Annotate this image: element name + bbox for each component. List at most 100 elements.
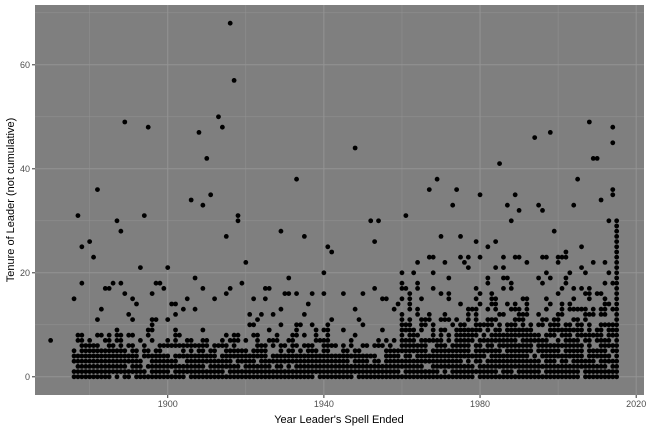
- data-point: [313, 369, 319, 374]
- data-point: [106, 358, 112, 364]
- data-point: [559, 374, 565, 380]
- data-point: [579, 348, 584, 354]
- data-point: [504, 374, 510, 380]
- data-point: [294, 343, 299, 348]
- data-point: [344, 353, 350, 359]
- data-point: [219, 374, 225, 380]
- data-point: [442, 312, 448, 317]
- data-point: [188, 364, 194, 369]
- data-point: [204, 338, 210, 343]
- data-point: [544, 270, 549, 276]
- data-point: [376, 369, 381, 374]
- data-point: [489, 296, 495, 302]
- data-point: [614, 239, 620, 245]
- data-point: [102, 374, 108, 380]
- data-point: [149, 291, 155, 296]
- data-point: [305, 301, 311, 307]
- data-point: [567, 369, 573, 374]
- data-point: [446, 358, 452, 364]
- data-point: [145, 348, 151, 354]
- data-point: [91, 374, 96, 380]
- data-point: [458, 254, 463, 260]
- data-point: [481, 338, 487, 343]
- data-point: [165, 374, 171, 380]
- data-point: [575, 332, 581, 338]
- data-point: [536, 322, 541, 328]
- data-point: [356, 317, 362, 322]
- data-point: [87, 374, 93, 380]
- data-point: [282, 353, 288, 359]
- data-point: [266, 338, 272, 343]
- data-point: [450, 374, 456, 380]
- data-point: [551, 317, 557, 322]
- data-point: [524, 306, 530, 312]
- data-point: [313, 338, 319, 343]
- data-point: [247, 358, 253, 364]
- data-point: [309, 374, 315, 380]
- data-point: [134, 369, 139, 374]
- data-point: [223, 374, 229, 380]
- data-point: [559, 306, 565, 312]
- data-point: [442, 353, 448, 359]
- data-point: [110, 369, 116, 374]
- data-point: [547, 275, 553, 281]
- data-point: [200, 364, 206, 369]
- data-point: [407, 374, 413, 380]
- data-point: [462, 338, 467, 343]
- data-point: [501, 332, 506, 338]
- data-point: [387, 348, 393, 354]
- data-point: [325, 244, 331, 250]
- data-point: [317, 369, 323, 374]
- data-point: [473, 369, 479, 374]
- data-point: [231, 348, 237, 354]
- data-point: [188, 358, 194, 364]
- data-point: [454, 364, 460, 369]
- data-point: [266, 374, 272, 380]
- data-point: [145, 374, 151, 380]
- data-point: [219, 124, 225, 130]
- data-point: [477, 353, 483, 359]
- data-point: [251, 364, 257, 369]
- data-point: [446, 374, 452, 380]
- data-point: [259, 364, 264, 369]
- data-point: [204, 358, 210, 364]
- data-point: [106, 364, 112, 369]
- data-point: [508, 358, 514, 364]
- data-point: [356, 369, 362, 374]
- data-point: [462, 353, 467, 359]
- data-point: [602, 348, 608, 354]
- data-point: [485, 327, 491, 333]
- data-point: [504, 358, 510, 364]
- data-point: [501, 343, 506, 348]
- data-point: [71, 358, 77, 364]
- data-point: [516, 208, 522, 213]
- data-point: [79, 353, 85, 359]
- data-point: [95, 374, 100, 380]
- data-point: [153, 348, 159, 354]
- data-point: [602, 306, 608, 312]
- data-point: [458, 353, 463, 359]
- data-point: [262, 296, 268, 302]
- data-point: [383, 338, 389, 343]
- data-point: [321, 353, 327, 359]
- data-point: [259, 369, 264, 374]
- data-point: [547, 369, 553, 374]
- data-point: [489, 291, 495, 296]
- data-point: [469, 327, 475, 333]
- data-point: [352, 353, 358, 359]
- data-point: [575, 358, 581, 364]
- data-point: [173, 369, 178, 374]
- data-point: [196, 374, 202, 380]
- data-point: [489, 348, 495, 354]
- data-point: [278, 348, 284, 354]
- data-point: [348, 369, 354, 374]
- data-point: [231, 78, 237, 83]
- data-point: [239, 348, 245, 354]
- data-point: [87, 369, 93, 374]
- data-point: [399, 270, 405, 276]
- data-point: [180, 343, 186, 348]
- data-point: [586, 332, 592, 338]
- data-point: [227, 348, 233, 354]
- data-point: [145, 353, 151, 359]
- data-point: [586, 353, 592, 359]
